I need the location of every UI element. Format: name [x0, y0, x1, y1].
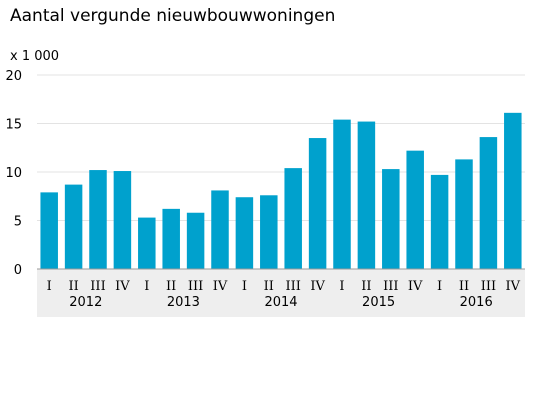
- y-tick-label: 20: [5, 69, 22, 84]
- bar: [479, 137, 498, 269]
- bar: [186, 212, 205, 269]
- year-label: 2013: [167, 295, 200, 310]
- bar: [333, 119, 351, 270]
- bar: [382, 169, 400, 269]
- bar: [504, 112, 522, 269]
- bar: [40, 192, 58, 269]
- x-tick-label: IV: [408, 279, 423, 294]
- x-axis-band: [37, 269, 525, 317]
- bar: [430, 174, 449, 269]
- x-tick-labels: I II III IV I II III IV I II III IV I II III IV I II III IV: [47, 279, 521, 294]
- x-tick-label: IV: [310, 279, 325, 294]
- gridlines: [37, 74, 525, 221]
- x-tick-label: III: [285, 279, 300, 294]
- bar: [455, 159, 473, 269]
- bars: [40, 112, 522, 270]
- x-tick-label: I: [242, 279, 247, 294]
- bar: [64, 184, 83, 269]
- bar: [260, 195, 278, 269]
- year-labels: 2012 2013 2014 2015 2016: [69, 295, 492, 310]
- year-label: 2015: [362, 295, 395, 310]
- chart-title: Aantal vergunde nieuwbouwwoningen: [10, 6, 336, 26]
- bar: [235, 197, 254, 269]
- x-tick-label: I: [144, 279, 149, 294]
- bar: [162, 208, 180, 269]
- bar: [138, 217, 156, 269]
- x-tick-label: IV: [213, 279, 228, 294]
- bar: [357, 121, 376, 269]
- x-tick-label: IV: [506, 279, 521, 294]
- x-tick-label: I: [47, 279, 52, 294]
- year-label: 2014: [264, 295, 297, 310]
- y-tick-labels: 0 5 10 15 20: [5, 69, 22, 278]
- year-label: 2016: [460, 295, 493, 310]
- x-tick-label: IV: [115, 279, 130, 294]
- y-tick-label: 5: [14, 215, 22, 230]
- year-label: 2012: [69, 295, 102, 310]
- x-tick-label: II: [459, 279, 469, 294]
- y-tick-label: 10: [5, 166, 22, 181]
- bar: [211, 190, 229, 269]
- bar: [406, 150, 424, 269]
- x-tick-label: I: [437, 279, 442, 294]
- x-tick-label: II: [166, 279, 176, 294]
- x-tick-label: III: [383, 279, 398, 294]
- bar: [308, 138, 327, 269]
- x-tick-label: II: [361, 279, 371, 294]
- x-tick-label: III: [188, 279, 203, 294]
- bar: [113, 171, 132, 269]
- bar: [284, 168, 302, 269]
- x-tick-label: III: [481, 279, 496, 294]
- x-tick-label: II: [68, 279, 78, 294]
- x-tick-label: III: [90, 279, 105, 294]
- x-tick-label: II: [264, 279, 274, 294]
- y-tick-label: 0: [14, 263, 22, 278]
- y-axis-unit-label: x 1 000: [10, 49, 59, 64]
- y-tick-label: 15: [5, 118, 22, 133]
- x-tick-label: I: [339, 279, 344, 294]
- bar: [89, 170, 107, 269]
